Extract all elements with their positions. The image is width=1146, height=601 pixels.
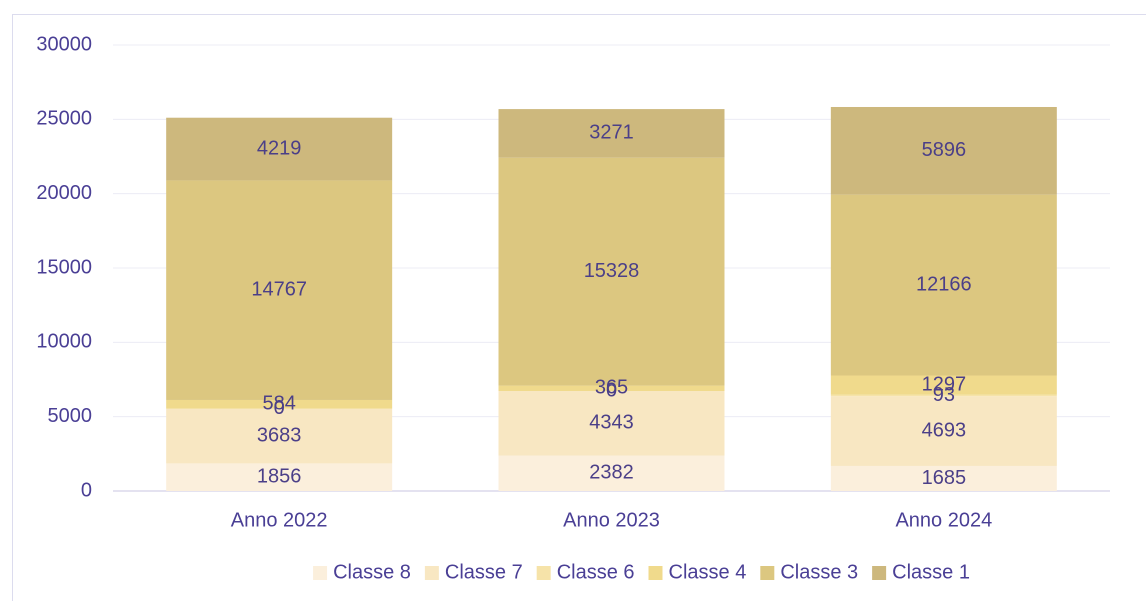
y-tick-label: 10000: [36, 331, 92, 353]
legend-swatch: [313, 566, 328, 580]
data-label: 1685: [922, 467, 967, 489]
data-label: 0: [606, 379, 617, 401]
legend-swatch: [536, 566, 551, 580]
y-tick-label: 30000: [36, 33, 92, 55]
data-label: 365: [595, 377, 628, 399]
data-label: 15328: [584, 260, 640, 282]
data-label: 4343: [589, 412, 634, 434]
data-label: 4219: [257, 137, 302, 159]
legend-label: Classe 7: [445, 561, 523, 583]
bar-segment: [166, 117, 393, 181]
legend-label: Classe 6: [557, 561, 635, 583]
data-label: 14767: [251, 278, 307, 300]
bar-segment: [830, 375, 1057, 395]
bar-segment: [830, 465, 1057, 491]
frame: [12, 14, 1146, 601]
bar-segment: [498, 391, 725, 456]
x-tick-label: Anno 2024: [895, 509, 992, 531]
bar-segment: [166, 180, 393, 400]
legend-label: Classe 8: [333, 561, 411, 583]
x-tick-label: Anno 2022: [231, 509, 328, 531]
y-tick-label: 5000: [48, 405, 93, 427]
data-label: 5896: [922, 139, 967, 161]
y-tick-label: 0: [81, 479, 92, 501]
y-tick-label: 20000: [36, 182, 92, 204]
data-label: 584: [262, 393, 295, 415]
legend-label: Classe 3: [780, 561, 858, 583]
bar-segment: [166, 399, 393, 409]
bar-segment: [498, 455, 725, 491]
legend-swatch: [648, 566, 663, 580]
x-tick-label: Anno 2023: [563, 509, 660, 531]
legend-swatch: [760, 566, 775, 580]
data-label: 1297: [922, 373, 967, 395]
bar-segment: [830, 396, 1057, 466]
bar-segment: [498, 157, 725, 386]
bar-segment: [166, 463, 393, 491]
bar-segment: [830, 394, 1057, 397]
bar-segment: [830, 106, 1057, 195]
legend-label: Classe 4: [669, 561, 747, 583]
legend-swatch: [424, 566, 439, 580]
legend-swatch: [872, 566, 887, 580]
data-label: 0: [274, 397, 285, 419]
bar-segment: [498, 109, 725, 158]
bar-segment: [498, 385, 725, 392]
data-label: 4693: [922, 419, 967, 441]
data-label: 2382: [589, 462, 634, 484]
data-label: 1856: [257, 465, 302, 487]
legend-label: Classe 1: [892, 561, 970, 583]
bar-segment: [830, 194, 1057, 376]
data-label: 93: [933, 384, 955, 406]
data-label: 3683: [257, 424, 302, 446]
data-label: 3271: [589, 122, 634, 144]
y-tick-label: 15000: [36, 256, 92, 278]
y-tick-label: 25000: [36, 108, 92, 130]
bar-segment: [166, 408, 393, 464]
data-label: 12166: [916, 273, 972, 295]
